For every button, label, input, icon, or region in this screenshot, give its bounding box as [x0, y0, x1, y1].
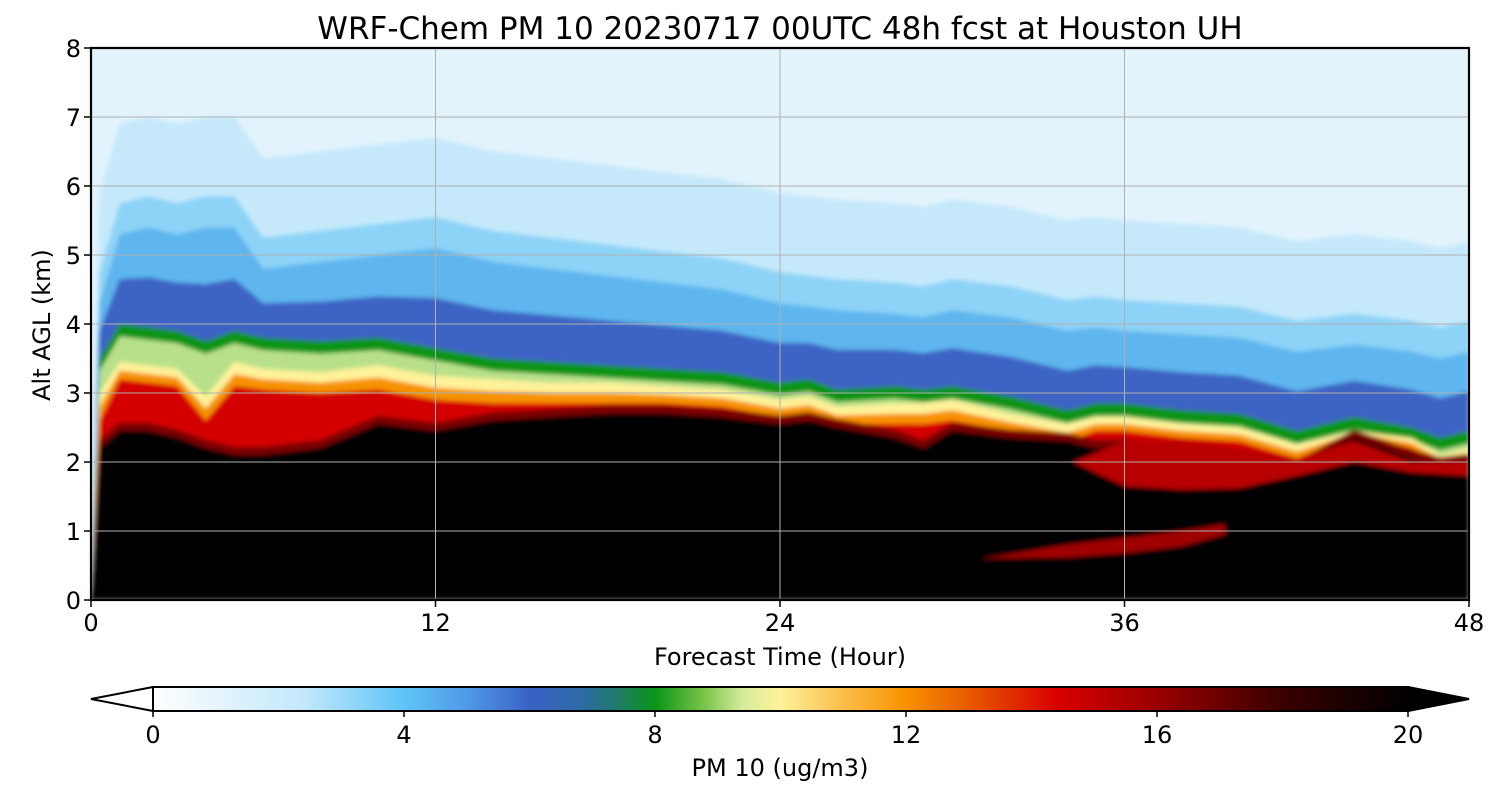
- colorbar: 0 4 8 12 16 20 PM 10 (ug/m3): [90, 685, 1470, 782]
- colorbar-tick-label: 20: [1393, 721, 1424, 749]
- colorbar-frame: [152, 686, 1409, 712]
- x-axis-label: Forecast Time (Hour): [654, 643, 906, 671]
- colorbar-label: PM 10 (ug/m3): [692, 754, 869, 782]
- x-axis-ticks: 0 12 24 36 48: [83, 600, 1484, 637]
- y-tick-label: 6: [66, 173, 81, 201]
- y-tick-label: 5: [66, 242, 81, 270]
- x-tick-label: 24: [765, 609, 796, 637]
- x-tick-label: 12: [420, 609, 451, 637]
- colorbar-high-extend: [1407, 685, 1470, 713]
- y-tick-label: 7: [66, 104, 81, 132]
- y-axis-label: Alt AGL (km): [28, 249, 56, 401]
- colorbar-low-extend: [90, 685, 154, 713]
- colorbar-ticks: 0 4 8 12 16 20: [145, 711, 1423, 749]
- elevated-red-lobe: [1072, 441, 1469, 490]
- y-tick-label: 8: [66, 35, 81, 63]
- colorbar-tick-label: 12: [891, 721, 922, 749]
- colorbar-gradient: [153, 687, 1408, 711]
- chart-title: WRF-Chem PM 10 20230717 00UTC 48h fcst a…: [317, 11, 1242, 47]
- x-tick-label: 0: [83, 609, 98, 637]
- y-tick-label: 4: [66, 311, 81, 339]
- plot-area: [89, 46, 1471, 602]
- x-tick-label: 36: [1109, 609, 1140, 637]
- y-tick-label: 2: [66, 449, 81, 477]
- colorbar-tick-label: 16: [1142, 721, 1173, 749]
- colorbar-tick-label: 4: [396, 721, 411, 749]
- colorbar-tick-label: 0: [145, 721, 160, 749]
- gridlines: [91, 48, 1469, 600]
- colorbar-tick-label: 8: [647, 721, 662, 749]
- y-tick-label: 1: [66, 518, 81, 546]
- y-tick-label: 3: [66, 380, 81, 408]
- x-tick-label: 48: [1454, 609, 1485, 637]
- secondary-red-plume: [981, 524, 1225, 559]
- y-tick-label: 0: [66, 587, 81, 615]
- y-axis-ticks: 0 1 2 3 4 5 6 7 8: [66, 35, 91, 615]
